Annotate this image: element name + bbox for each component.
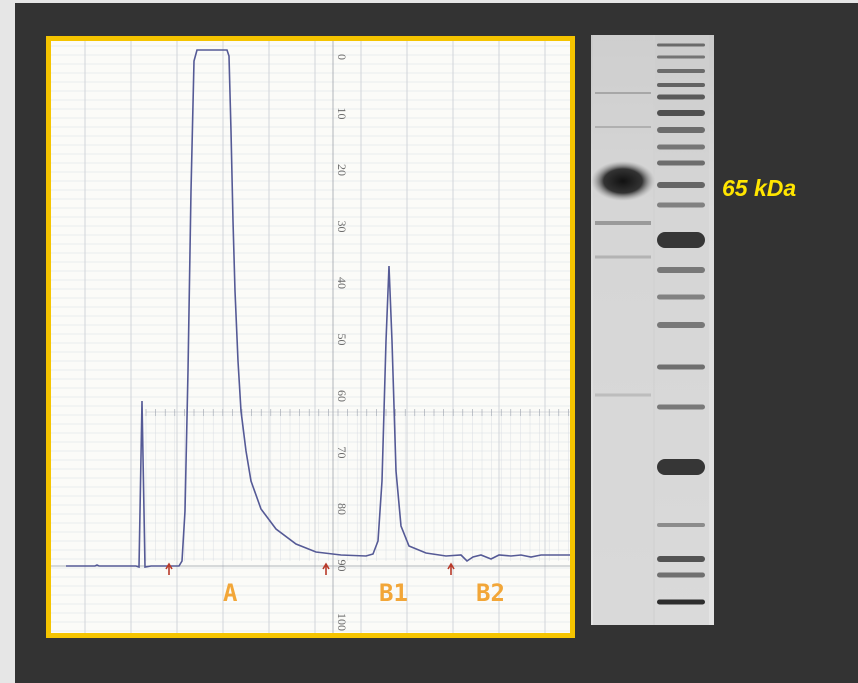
fraction-label-a: A xyxy=(223,579,238,607)
ladder-band xyxy=(657,127,705,133)
ladder-band xyxy=(657,322,705,328)
chromatogram-plot: 0 10 20 30 40 50 60 70 80 90 100 A B1 B2 xyxy=(51,41,570,633)
sample-band xyxy=(595,393,651,397)
ladder-band xyxy=(657,144,705,150)
ladder-band xyxy=(657,182,705,188)
scale-tick-label: 0 xyxy=(335,54,349,60)
scale-tick-label: 60 xyxy=(335,390,349,402)
scale-tick-label: 10 xyxy=(335,108,349,120)
ladder-band xyxy=(657,556,705,562)
ladder-band xyxy=(657,202,705,208)
fraction-label-b2: B2 xyxy=(476,579,505,607)
ladder-band xyxy=(657,572,705,578)
ladder-band xyxy=(657,160,705,166)
main-protein-band xyxy=(591,161,655,201)
sample-band xyxy=(595,126,651,128)
scale-tick-label: 90 xyxy=(335,560,349,572)
ladder-band xyxy=(657,294,705,300)
ladder-band xyxy=(657,55,705,59)
ladder-band xyxy=(657,459,705,475)
fraction-marker-icon xyxy=(447,562,455,575)
scale-tick-label: 20 xyxy=(335,164,349,176)
scale-tick-label: 30 xyxy=(335,221,349,233)
ladder-band xyxy=(657,83,705,87)
ladder-band xyxy=(657,599,705,605)
ladder-band xyxy=(657,94,705,100)
fraction-marker-icon xyxy=(165,562,173,575)
gel-bands xyxy=(595,43,705,605)
ladder-band xyxy=(657,404,705,410)
absorbance-trace xyxy=(66,49,570,569)
fraction-markers xyxy=(165,562,455,575)
fraction-label-b1: B1 xyxy=(379,579,408,607)
sample-band xyxy=(595,255,651,259)
fraction-marker-icon xyxy=(322,562,330,575)
scale-tick-label: 80 xyxy=(335,503,349,515)
chart-grid xyxy=(51,41,570,633)
scale-tick-label: 100 xyxy=(335,613,349,631)
scale-tick-label: 50 xyxy=(335,334,349,346)
chart-scale: 0 10 20 30 40 50 60 70 80 90 100 xyxy=(332,41,349,633)
chromatogram-panel: 0 10 20 30 40 50 60 70 80 90 100 A B1 B2 xyxy=(46,36,575,638)
ladder-band xyxy=(657,69,705,73)
ladder-band xyxy=(657,43,705,47)
ladder-band xyxy=(657,364,705,370)
sample-band xyxy=(595,221,651,225)
gel-image xyxy=(591,35,714,625)
ladder-band xyxy=(657,523,705,527)
ladder-band xyxy=(657,232,705,248)
scale-tick-label: 70 xyxy=(335,447,349,459)
ladder-band xyxy=(657,110,705,116)
sample-band xyxy=(595,92,651,94)
scale-tick-label: 40 xyxy=(335,277,349,289)
fraction-tick-marks xyxy=(145,409,570,561)
sds-page-gel xyxy=(591,35,714,625)
ladder-band xyxy=(657,267,705,273)
molecular-weight-label: 65 kDa xyxy=(722,175,797,201)
